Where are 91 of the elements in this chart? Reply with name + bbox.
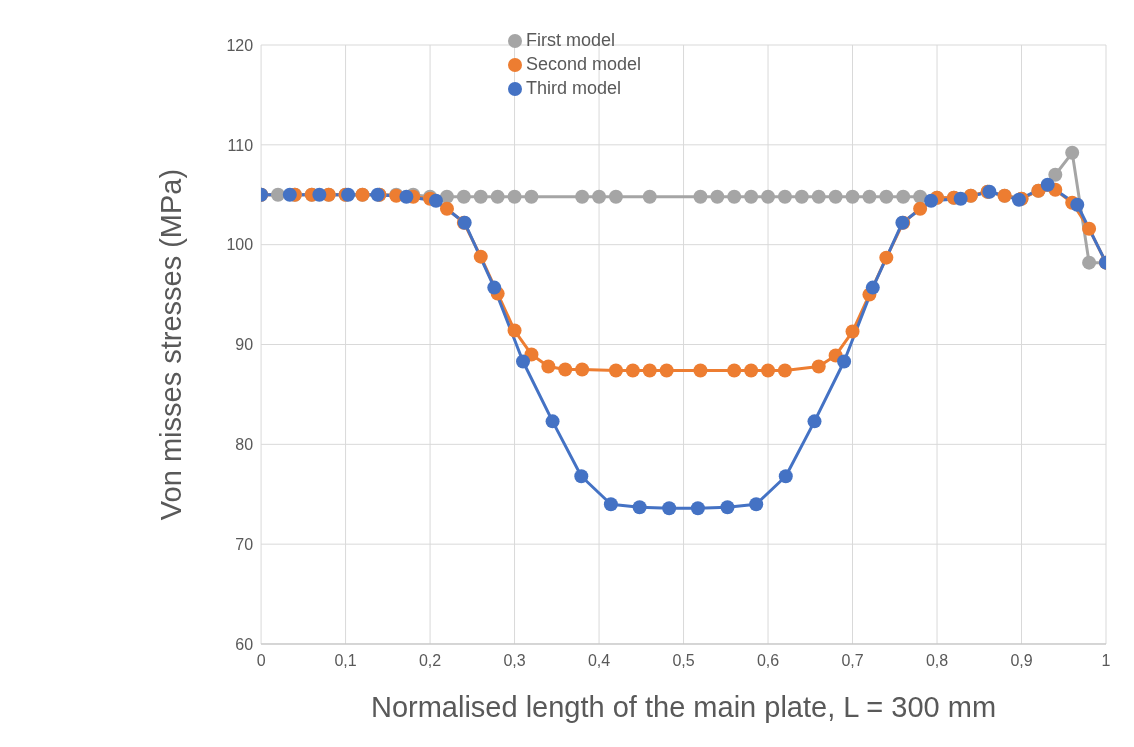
point — [845, 189, 860, 204]
x-axis-title: Normalised length of the main plate, L = 300 mm — [370, 691, 997, 723]
point — [837, 354, 852, 369]
point — [953, 191, 968, 206]
x-tick-label: 0,9 — [1010, 652, 1033, 669]
point — [744, 363, 759, 378]
point — [690, 501, 705, 516]
point — [456, 189, 471, 204]
point — [811, 189, 826, 204]
point — [558, 362, 573, 377]
point — [507, 189, 522, 204]
y-tick-label: 110 — [227, 136, 254, 154]
point — [807, 414, 822, 429]
point — [659, 363, 674, 378]
x-tick-label: 0,6 — [756, 652, 780, 669]
x-tick-label: 0,3 — [503, 652, 526, 669]
point — [632, 500, 647, 515]
point — [744, 189, 759, 204]
point — [1048, 167, 1063, 182]
y-tick-label: 80 — [235, 436, 254, 454]
point — [642, 189, 657, 204]
point — [865, 280, 880, 295]
x-tick-label: 0 — [256, 652, 266, 669]
point — [727, 363, 742, 378]
x-tick-label: 1 — [1101, 652, 1111, 669]
y-tick-label: 100 — [226, 236, 254, 254]
y-tick-label: 120 — [226, 36, 254, 54]
point — [473, 249, 488, 264]
x-tick-label: 0,7 — [841, 652, 864, 669]
point — [862, 189, 877, 204]
point — [270, 187, 285, 202]
point — [879, 250, 894, 265]
x-tick-label: 0,1 — [334, 652, 357, 669]
point — [828, 189, 843, 204]
y-tick-label: 70 — [235, 535, 254, 553]
x-tick-label: 0,2 — [418, 652, 442, 669]
point — [575, 189, 590, 204]
point — [693, 189, 708, 204]
x-tick-label: 0,8 — [925, 652, 949, 669]
point — [524, 189, 539, 204]
point — [879, 189, 894, 204]
x-tick-label: 0,5 — [672, 652, 695, 669]
point — [727, 189, 742, 204]
point — [720, 500, 735, 515]
point — [428, 193, 443, 208]
point — [761, 363, 776, 378]
point — [896, 189, 911, 204]
point — [439, 201, 454, 216]
point — [490, 189, 505, 204]
point — [592, 189, 607, 204]
point — [777, 189, 792, 204]
point — [794, 189, 809, 204]
point — [625, 363, 640, 378]
point — [1070, 197, 1085, 212]
point — [399, 189, 414, 204]
point — [761, 189, 776, 204]
point — [1065, 145, 1080, 160]
point — [642, 363, 657, 378]
point — [1082, 221, 1097, 236]
point — [575, 362, 590, 377]
legend-label: First model — [526, 30, 616, 50]
point — [507, 323, 522, 338]
point — [516, 354, 530, 369]
legend-label: Third model — [526, 78, 622, 98]
y-tick-label: 60 — [235, 635, 254, 653]
y-tick-label: 90 — [235, 336, 254, 354]
point — [312, 187, 327, 202]
x-tick-label: 0,4 — [587, 652, 611, 669]
point — [541, 359, 556, 374]
point — [603, 497, 618, 512]
point — [608, 363, 623, 378]
point — [777, 363, 792, 378]
point — [662, 501, 677, 516]
y-axis-title: Von misses stresses (MPa) — [155, 168, 188, 521]
point — [710, 189, 725, 204]
legend-label: Second model — [526, 54, 642, 74]
point — [282, 187, 297, 202]
point — [574, 469, 589, 484]
point — [913, 201, 928, 216]
point — [749, 497, 764, 512]
point — [473, 189, 488, 204]
point — [811, 359, 826, 374]
point — [1082, 255, 1097, 270]
point — [487, 280, 502, 295]
point — [693, 363, 708, 378]
point — [608, 189, 623, 204]
point — [778, 469, 793, 484]
point — [845, 324, 860, 339]
point — [1040, 177, 1055, 192]
point — [924, 193, 939, 208]
point — [545, 414, 560, 429]
